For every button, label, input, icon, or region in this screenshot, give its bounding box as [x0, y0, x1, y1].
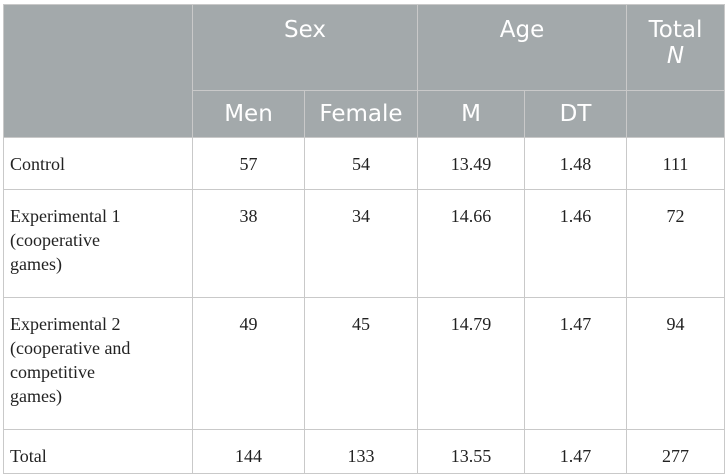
cell-total: 72 — [626, 189, 726, 298]
header-age: Age — [416, 4, 628, 91]
header-row-sub: Men Female M DT — [4, 90, 726, 138]
header-row-groups: Sex Age Total N — [3, 4, 726, 138]
row-label: Experimental 1 (cooperative games) — [3, 189, 193, 298]
header-female: Female — [304, 90, 418, 138]
header-total-label: Total — [648, 17, 703, 43]
cell-dt: 1.47 — [523, 429, 628, 474]
header-total-n: N — [666, 43, 685, 69]
table-body: Control 57 54 13.49 1.48 111 Experimenta… — [3, 137, 726, 474]
row-label-line: (cooperative — [10, 230, 100, 250]
table-container: Sex Age Total N Men Female M DT Control … — [3, 4, 726, 474]
cell-female: 45 — [304, 297, 418, 430]
header-men: Men — [192, 90, 305, 138]
header-total-sub-empty — [626, 90, 726, 138]
row-label-line: games) — [10, 254, 62, 274]
cell-men: 49 — [192, 297, 305, 430]
header-sex: Sex — [192, 4, 418, 91]
cell-men: 144 — [192, 429, 305, 474]
row-label: Experimental 2 (cooperative and competit… — [3, 297, 193, 430]
cell-female: 133 — [304, 429, 418, 474]
row-label-line: (cooperative and — [10, 338, 131, 358]
cell-total: 94 — [626, 297, 726, 430]
header-empty-cell — [3, 4, 193, 138]
cell-dt: 1.47 — [523, 297, 628, 430]
table-row: Experimental 2 (cooperative and competit… — [3, 297, 726, 430]
row-label-line: competitive — [10, 362, 95, 382]
table-row: Control 57 54 13.49 1.48 111 — [3, 137, 726, 190]
row-label-line: Experimental 2 — [10, 314, 121, 334]
cell-dt: 1.48 — [523, 137, 628, 190]
cell-men: 57 — [192, 137, 305, 190]
cell-mean: 13.55 — [417, 429, 525, 474]
row-label-line: Experimental 1 — [10, 206, 121, 226]
cell-mean: 14.66 — [417, 189, 525, 298]
cell-total: 111 — [626, 137, 726, 190]
header-dt: DT — [523, 90, 628, 138]
cell-dt: 1.46 — [523, 189, 628, 298]
table-header: Sex Age Total N Men Female M DT — [3, 4, 726, 138]
cell-mean: 14.79 — [417, 297, 525, 430]
cell-men: 38 — [192, 189, 305, 298]
row-label: Total — [3, 429, 193, 474]
table-row: Total 144 133 13.55 1.47 277 — [3, 429, 726, 474]
row-label: Control — [3, 137, 193, 190]
row-label-line: Total — [10, 446, 47, 466]
cell-total: 277 — [626, 429, 726, 474]
header-total: Total N — [626, 4, 726, 91]
row-label-line: games) — [10, 386, 62, 406]
header-mean: M — [417, 90, 525, 138]
cell-mean: 13.49 — [417, 137, 525, 190]
row-label-line: Control — [10, 154, 66, 174]
table-row: Experimental 1 (cooperative games) 38 34… — [3, 189, 726, 298]
cell-female: 34 — [304, 189, 418, 298]
demographics-table: Sex Age Total N Men Female M DT Control … — [3, 4, 726, 474]
cell-female: 54 — [304, 137, 418, 190]
